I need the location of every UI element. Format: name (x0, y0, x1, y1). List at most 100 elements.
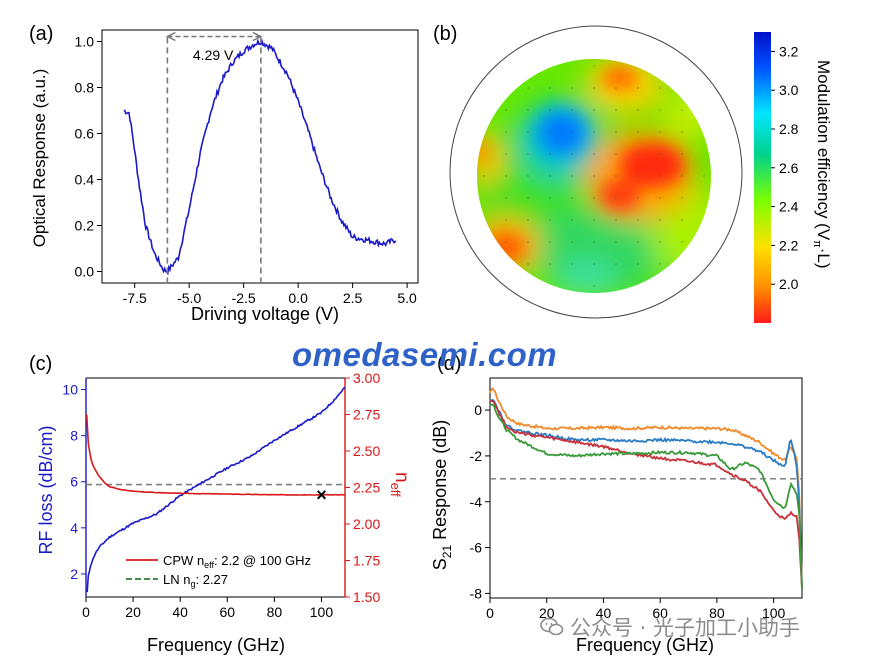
colorbar-tick-label: 2.0 (779, 276, 799, 292)
y-tick-label-a: 0.6 (75, 126, 95, 142)
sample-point (571, 241, 573, 243)
panel-label-a: (a) (29, 23, 53, 45)
sample-point (637, 219, 639, 221)
wafer-sample-points (483, 65, 705, 287)
sample-point (615, 109, 617, 111)
arrow-head-left (165, 31, 176, 42)
x-tick-label-d: 80 (709, 605, 725, 621)
sample-point (571, 219, 573, 221)
x-tick-label-a: -2.5 (232, 290, 256, 306)
plot-area-c: × (85, 386, 346, 593)
sample-point (615, 241, 617, 243)
axes-d: 0 20 40 60 80 100 0 -2 -4 -6 -8 (470, 377, 803, 621)
sample-point (615, 197, 617, 199)
y-tick-label-d: -2 (470, 448, 483, 464)
neff-marker: × (316, 485, 327, 505)
wechat-credit: 公众号 · 光子加工小助手 (540, 612, 800, 642)
sample-point (549, 131, 551, 133)
y-tick-label-a: 0.2 (75, 218, 95, 234)
y-tick-label-left-c: 6 (70, 474, 78, 490)
sample-point (505, 109, 507, 111)
sample-point (593, 87, 595, 89)
sample-point (615, 175, 617, 177)
sample-point (505, 153, 507, 155)
frame-a (101, 29, 419, 284)
y-axis-label-d: S21 Response (dB) (430, 420, 454, 570)
sample-point (593, 285, 595, 287)
sample-point (549, 175, 551, 177)
x-tick-label-a: -5.0 (177, 290, 201, 306)
y-tick-label-left-c: 4 (70, 520, 78, 536)
y-tick-label-right-c: 2.00 (353, 516, 380, 532)
wafer-heatmap (477, 59, 711, 293)
sample-point (659, 87, 661, 89)
panel-label-b: (b) (433, 23, 457, 45)
sample-point (593, 65, 595, 67)
sample-point (527, 263, 529, 265)
sample-point (571, 263, 573, 265)
x-axis-label-a: Driving voltage (V) (191, 304, 339, 324)
sample-point (571, 175, 573, 177)
sample-point (505, 175, 507, 177)
legend-c: CPW neff: 2.2 @ 100 GHz LN ng: 2.27 (126, 553, 311, 589)
s21-curve-1 (489, 387, 803, 588)
sample-point (549, 219, 551, 221)
half-wave-voltage-label: 4.29 V (193, 47, 234, 63)
panel-c: (c) 0 20 40 60 80 100 2 4 6 8 10 1.50 1.75 2.00 2.25 2.… (29, 353, 412, 655)
plot-area-a: 4.29 V (123, 31, 397, 283)
sample-point (637, 175, 639, 177)
y-tick-label-right-c: 1.50 (353, 589, 380, 605)
sample-point (527, 241, 529, 243)
y-tick-label-left-c: 8 (70, 428, 78, 444)
y-tick-label-right-c: 2.50 (353, 443, 380, 459)
y-tick-label-d: -6 (470, 540, 483, 556)
sample-point (659, 241, 661, 243)
colorbar-label: Modulation efficiency (Vπ·L) (811, 60, 833, 269)
colorbar-tick-label: 2.8 (779, 121, 799, 137)
sample-point (615, 87, 617, 89)
x-tick-label-c: 60 (219, 604, 235, 620)
sample-point (527, 197, 529, 199)
sample-point (549, 241, 551, 243)
sample-point (593, 197, 595, 199)
y-axis-label-a: Optical Response (a.u.) (30, 69, 49, 248)
x-tick-label-d: 0 (486, 605, 494, 621)
sample-point (637, 197, 639, 199)
x-tick-label-a: 0.0 (288, 290, 308, 306)
sample-point (505, 219, 507, 221)
watermark-text: omedasemi.com (292, 336, 558, 373)
x-tick-label-d: 40 (596, 605, 612, 621)
sample-point (527, 153, 529, 155)
sample-point (615, 153, 617, 155)
sample-point (549, 87, 551, 89)
y-tick-label-left-c: 2 (70, 566, 78, 582)
x-axis-label-d: Frequency (GHz) (576, 635, 714, 655)
sample-point (571, 87, 573, 89)
axes-a: -7.5 -5.0 -2.5 0.0 2.5 5.0 0.0 0.2 0.4 0.6 0.8 1.0 (75, 29, 419, 306)
y-tick-label-d: -4 (470, 494, 483, 510)
sample-point (681, 197, 683, 199)
arrow-head-right (252, 31, 263, 42)
axes-c: 0 20 40 60 80 100 2 4 6 8 10 1.50 1.75 2.00 2.25 2.50 2.… (62, 370, 380, 620)
sample-point (483, 175, 485, 177)
panel-label-c: (c) (29, 353, 52, 375)
wechat-icon (540, 617, 564, 636)
sample-point (593, 109, 595, 111)
x-tick-label-c: 100 (310, 604, 334, 620)
x-tick-label-a: -7.5 (123, 290, 147, 306)
x-tick-label-c: 80 (267, 604, 283, 620)
y-tick-label-a: 0.0 (75, 264, 95, 280)
sample-point (703, 175, 705, 177)
sample-point (681, 219, 683, 221)
sample-point (505, 131, 507, 133)
wafer-outline (449, 25, 743, 319)
sample-point (681, 131, 683, 133)
x-tick-label-d: 20 (539, 605, 555, 621)
x-tick-label-c: 40 (172, 604, 188, 620)
sample-point (659, 153, 661, 155)
sample-point (681, 175, 683, 177)
legend-entry-text: CPW neff: 2.2 @ 100 GHz (163, 553, 311, 570)
sample-point (571, 109, 573, 111)
x-axis-label-c: Frequency (GHz) (147, 635, 285, 655)
